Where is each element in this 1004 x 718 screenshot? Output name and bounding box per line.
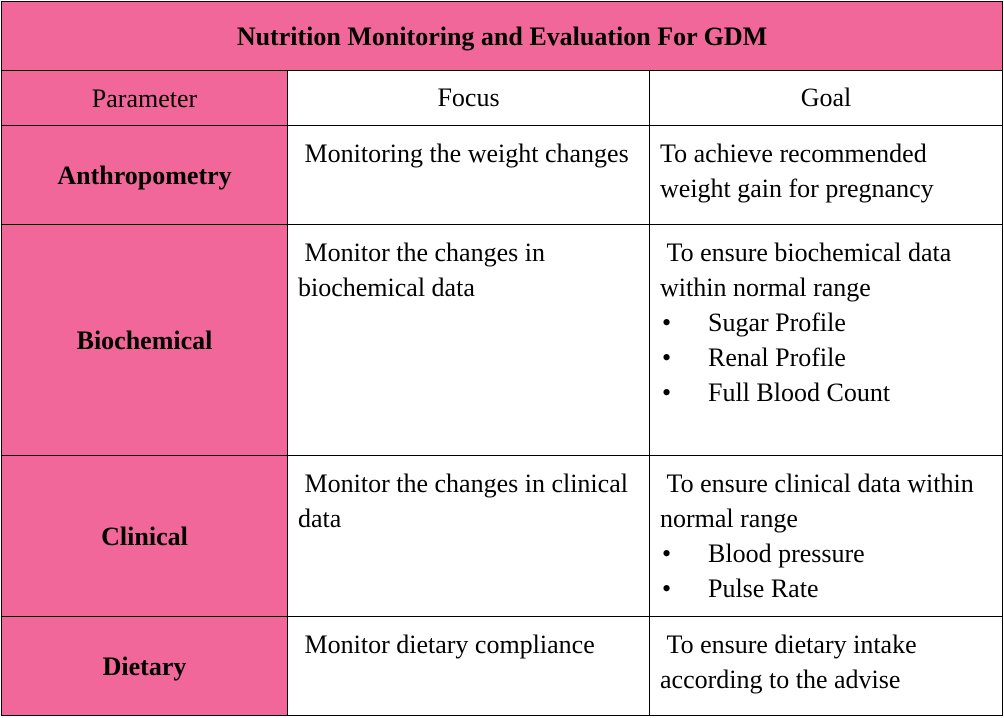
row-parameter-dietary: Dietary [1,616,288,716]
list-item-label: Renal Profile [708,343,846,372]
row-goal-anthropometry: To achieve recommended weight gain for p… [648,125,1004,225]
header-goal: Goal [648,70,1004,126]
focus-text: Monitor dietary compliance [298,630,595,659]
row-focus-biochemical: Monitor the changes in biochemical data [287,224,650,456]
bullet-icon: • [662,378,672,407]
table-title: Nutrition Monitoring and Evaluation For … [0,1,1004,71]
table-row: Anthropometry Monitoring the weight chan… [1,125,1004,225]
header-focus: Focus [287,70,650,126]
focus-text: Monitor the changes in biochemical data [298,238,552,302]
row-focus-clinical: Monitor the changes in clinical data [287,455,650,617]
list-item: • Sugar Profile [660,305,994,340]
table-row: Dietary Monitor dietary compliance To en… [1,616,1004,716]
goal-bullet-list: • Blood pressure • Pulse Rate [660,536,994,606]
list-item-label: Full Blood Count [708,378,891,407]
row-parameter-biochemical: Biochemical [1,224,288,456]
header-parameter: Parameter [1,70,288,126]
bullet-icon: • [662,574,672,603]
goal-text: To ensure clinical data within normal ra… [660,469,981,533]
row-parameter-clinical: Clinical [1,455,288,617]
list-item: • Renal Profile [660,340,994,375]
list-item: • Pulse Rate [660,571,994,606]
goal-text: To achieve recommended weight gain for p… [660,139,934,203]
row-goal-clinical: To ensure clinical data within normal ra… [648,455,1004,617]
goal-text: To ensure biochemical data within normal… [660,238,958,302]
focus-text: Monitor the changes in clinical data [298,469,635,533]
table-row: Clinical Monitor the changes in clinical… [1,455,1004,617]
focus-text: Monitoring the weight changes [298,139,629,168]
bullet-icon: • [662,343,672,372]
row-goal-biochemical: To ensure biochemical data within normal… [648,224,1004,456]
list-item: • Full Blood Count [660,375,994,410]
goal-text: To ensure dietary intake according to th… [660,630,924,694]
row-parameter-anthropometry: Anthropometry [1,125,288,225]
title-row: Nutrition Monitoring and Evaluation For … [0,1,1004,71]
header-row: Parameter Focus Goal [1,70,1004,126]
list-item-label: Blood pressure [708,539,865,568]
list-item-label: Pulse Rate [708,574,819,603]
row-goal-dietary: To ensure dietary intake according to th… [648,616,1004,716]
list-item-label: Sugar Profile [708,308,846,337]
bullet-icon: • [662,539,672,568]
table-row: Biochemical Monitor the changes in bioch… [1,224,1004,456]
row-focus-dietary: Monitor dietary compliance [287,616,650,716]
bullet-icon: • [662,308,672,337]
row-focus-anthropometry: Monitoring the weight changes [287,125,650,225]
list-item: • Blood pressure [660,536,994,571]
goal-bullet-list: • Sugar Profile • Renal Profile • Full Bloo… [660,305,994,410]
